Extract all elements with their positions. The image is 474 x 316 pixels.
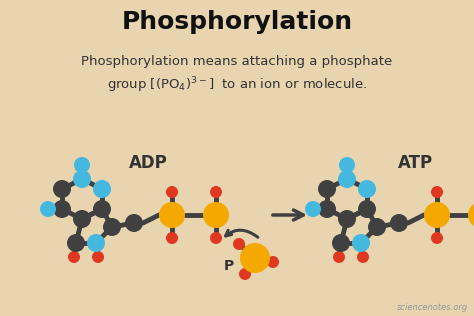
Text: ATP: ATP: [397, 154, 433, 172]
Circle shape: [159, 202, 185, 228]
Circle shape: [166, 232, 178, 244]
Circle shape: [53, 200, 71, 218]
Circle shape: [424, 202, 450, 228]
Circle shape: [103, 218, 121, 236]
Circle shape: [357, 251, 369, 263]
Circle shape: [390, 214, 408, 232]
Circle shape: [267, 256, 279, 268]
Circle shape: [92, 251, 104, 263]
Circle shape: [358, 200, 376, 218]
Circle shape: [68, 251, 80, 263]
Circle shape: [67, 234, 85, 252]
Circle shape: [73, 210, 91, 228]
Circle shape: [166, 186, 178, 198]
Circle shape: [73, 170, 91, 188]
Circle shape: [338, 210, 356, 228]
Circle shape: [332, 234, 350, 252]
Text: P: P: [224, 259, 234, 273]
Circle shape: [239, 268, 251, 280]
Circle shape: [431, 186, 443, 198]
Text: Phosphorylation: Phosphorylation: [121, 10, 353, 34]
Circle shape: [352, 234, 370, 252]
Circle shape: [431, 232, 443, 244]
Circle shape: [358, 180, 376, 198]
Circle shape: [333, 251, 345, 263]
Circle shape: [210, 232, 222, 244]
Circle shape: [125, 214, 143, 232]
Circle shape: [305, 201, 321, 217]
Circle shape: [339, 157, 355, 173]
Circle shape: [240, 243, 270, 273]
Circle shape: [93, 180, 111, 198]
Circle shape: [40, 201, 56, 217]
Circle shape: [318, 180, 336, 198]
Circle shape: [233, 238, 245, 250]
Text: sciencenotes.org: sciencenotes.org: [397, 303, 468, 313]
Circle shape: [93, 200, 111, 218]
Circle shape: [87, 234, 105, 252]
Text: Phosphorylation means attaching a phosphate: Phosphorylation means attaching a phosph…: [82, 56, 392, 69]
Text: group [(PO$_4$)$^{3-}$]  to an ion or molecule.: group [(PO$_4$)$^{3-}$] to an ion or mol…: [107, 75, 367, 95]
Circle shape: [338, 170, 356, 188]
Circle shape: [210, 186, 222, 198]
Circle shape: [53, 180, 71, 198]
Text: ADP: ADP: [128, 154, 167, 172]
Circle shape: [318, 200, 336, 218]
Circle shape: [74, 157, 90, 173]
Circle shape: [203, 202, 229, 228]
Circle shape: [468, 202, 474, 228]
Circle shape: [368, 218, 386, 236]
